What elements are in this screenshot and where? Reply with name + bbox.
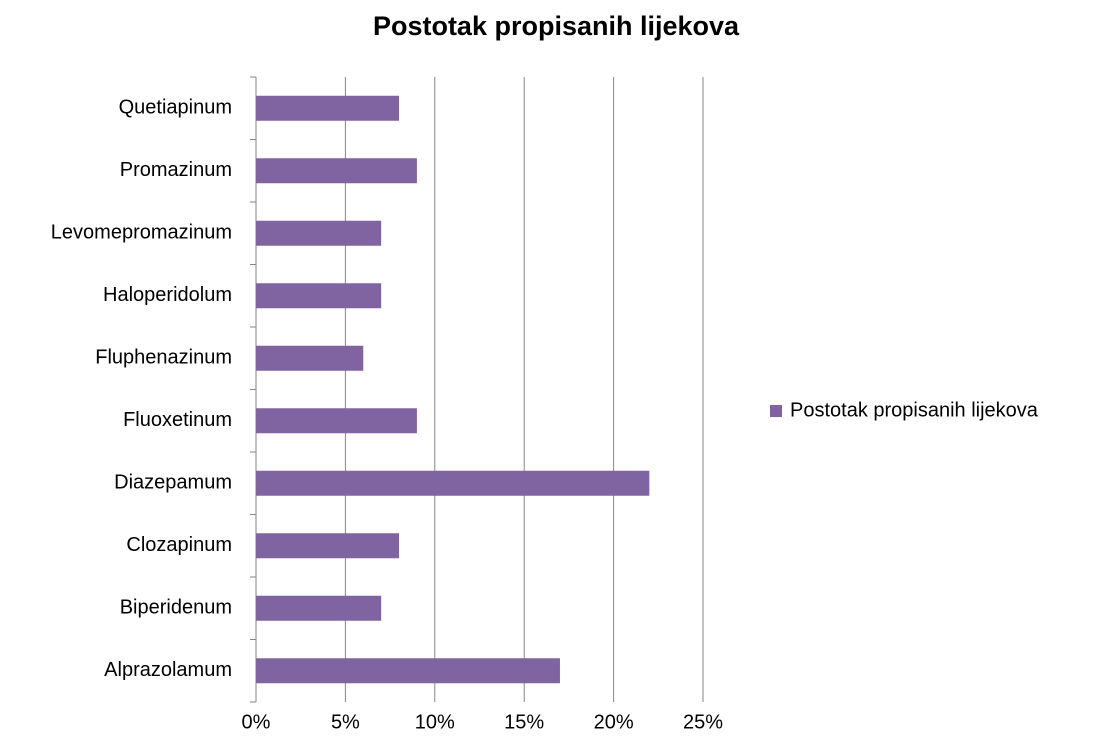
y-tick-label: Fluphenazinum — [95, 347, 232, 369]
bar — [256, 345, 364, 371]
x-tick-label: 5% — [331, 711, 360, 733]
bar — [256, 408, 417, 434]
x-tick-label: 15% — [504, 711, 544, 733]
y-tick-label: Quetiapinum — [119, 97, 232, 119]
y-tick-label: Biperidenum — [120, 597, 232, 619]
y-tick-label: Haloperidolum — [103, 284, 232, 306]
x-tick-label: 0% — [242, 711, 271, 733]
bar — [256, 658, 560, 684]
x-tick-label: 20% — [594, 711, 634, 733]
bar — [256, 283, 382, 309]
bar — [256, 533, 400, 559]
y-tick-label: Levomepromazinum — [51, 222, 232, 244]
bar — [256, 595, 382, 621]
bar — [256, 470, 650, 496]
legend-label: Postotak propisanih lijekova — [790, 399, 1039, 421]
bar — [256, 95, 400, 121]
y-tick-label: Alprazolamum — [104, 659, 232, 681]
y-tick-label: Clozapinum — [126, 534, 232, 556]
bar — [256, 158, 417, 184]
y-tick-label: Fluoxetinum — [123, 409, 232, 431]
chart-title: Postotak propisanih lijekova — [373, 11, 740, 41]
y-tick-label: Promazinum — [120, 159, 232, 181]
bar — [256, 220, 382, 246]
x-tick-label: 25% — [683, 711, 723, 733]
x-tick-label: 10% — [415, 711, 455, 733]
y-tick-label: Diazepamum — [114, 472, 232, 494]
legend-swatch — [770, 405, 782, 417]
